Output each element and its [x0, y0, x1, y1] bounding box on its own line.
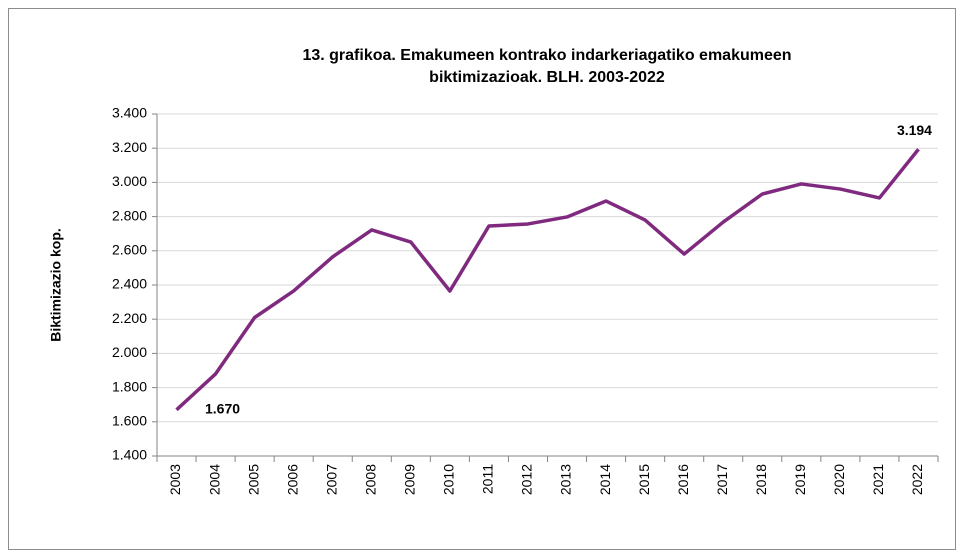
x-tick-label: 2004: [206, 464, 222, 495]
x-tick-label: 2017: [714, 464, 730, 495]
y-tick-label: 2.400: [112, 276, 147, 292]
data-label: 1.670: [205, 401, 240, 417]
y-tick-label: 2.000: [112, 344, 147, 360]
x-tick-label: 2012: [519, 464, 535, 495]
y-tick-label: 3.000: [112, 173, 147, 189]
y-axis-label: Biktimizazio kop.: [48, 228, 64, 342]
x-tick-label: 2019: [792, 464, 808, 495]
x-tick-label: 2020: [831, 464, 847, 495]
line-series: [175, 148, 920, 412]
y-tick-label: 3.400: [112, 105, 147, 121]
chart-border: [8, 8, 956, 550]
data-label: 3.194: [897, 122, 932, 138]
x-tick-label: 2010: [441, 464, 457, 495]
x-tick-label: 2005: [245, 464, 261, 495]
x-tick-label: 2009: [402, 464, 418, 495]
x-tick-label: 2008: [362, 464, 378, 495]
x-tick-label: 2014: [597, 464, 613, 495]
x-tick-label: 2003: [167, 464, 183, 495]
y-tick-label: 1.800: [112, 378, 147, 394]
x-tick-label: 2016: [675, 464, 691, 495]
x-tick-label: 2022: [909, 464, 925, 495]
y-tick-label: 1.400: [112, 447, 147, 463]
y-tick-label: 1.600: [112, 413, 147, 429]
y-tick-label: 2.200: [112, 310, 147, 326]
x-tick-label: 2011: [480, 464, 496, 494]
x-tick-label: 2015: [636, 464, 652, 495]
y-tick-label: 2.800: [112, 207, 147, 223]
x-tick-label: 2021: [870, 464, 886, 495]
y-tick-label: 2.600: [112, 242, 147, 258]
chart-title: 13. grafikoa. Emakumeen kontrako indarke…: [302, 47, 792, 86]
x-tick-label: 2018: [753, 464, 769, 495]
y-tick-label: 3.200: [112, 139, 147, 155]
x-tick-label: 2013: [558, 464, 574, 495]
x-tick-label: 2006: [284, 464, 300, 495]
x-tick-label: 2007: [323, 464, 339, 495]
